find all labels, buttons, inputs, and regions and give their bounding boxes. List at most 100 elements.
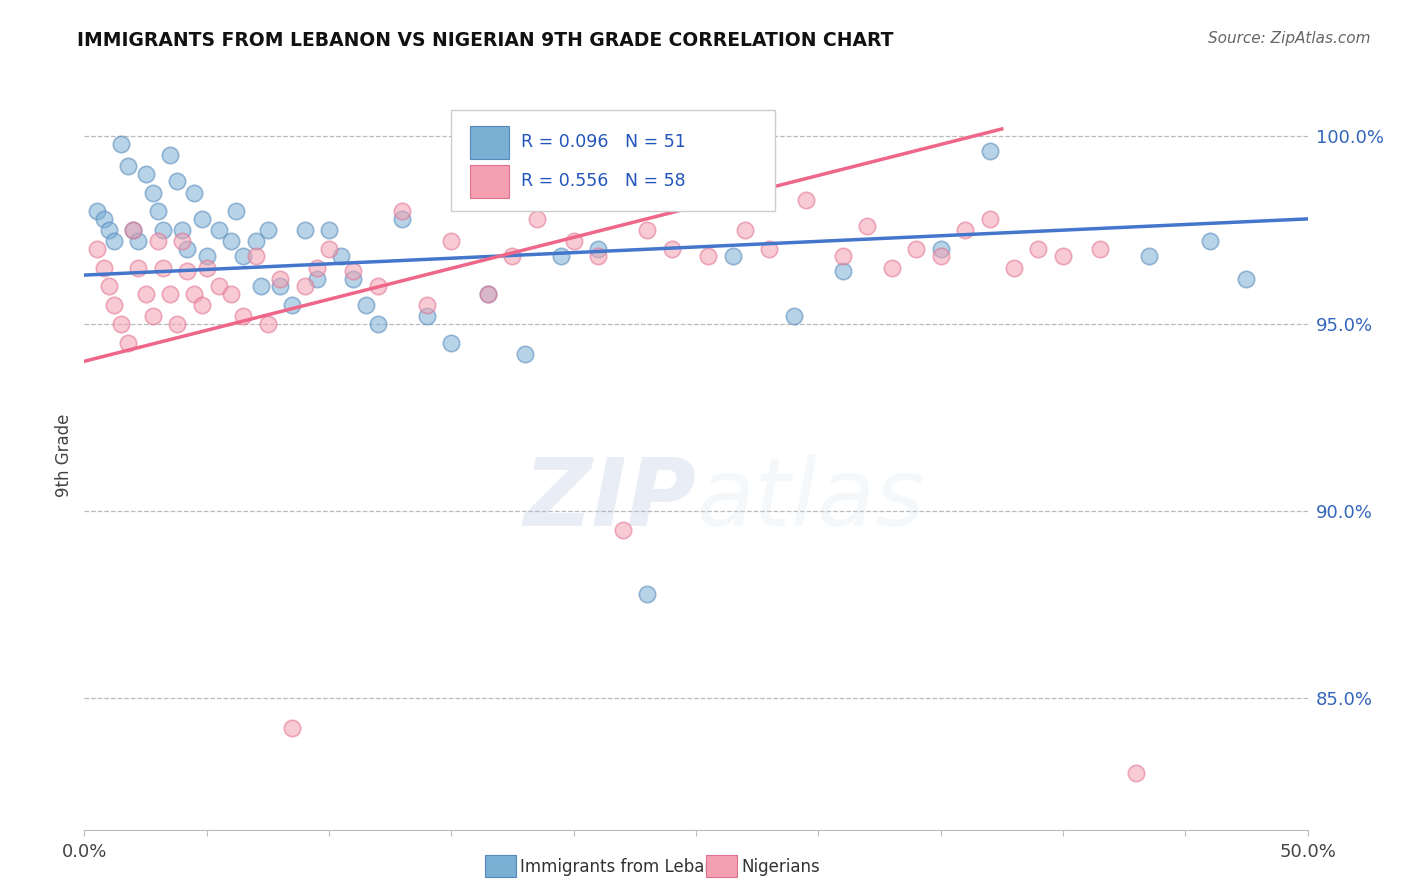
- Point: [294, 279, 316, 293]
- Point: [367, 279, 389, 293]
- Point: [1198, 235, 1220, 249]
- Point: [416, 298, 439, 312]
- Point: [905, 242, 928, 256]
- Point: [1137, 249, 1160, 263]
- Point: [305, 272, 328, 286]
- Point: [1236, 272, 1258, 286]
- Point: [416, 310, 439, 324]
- Point: [166, 317, 188, 331]
- Point: [176, 264, 198, 278]
- Point: [97, 279, 120, 293]
- Point: [110, 136, 132, 151]
- Point: [146, 204, 169, 219]
- Point: [152, 223, 174, 237]
- Point: [550, 249, 572, 263]
- Point: [856, 219, 879, 234]
- Point: [103, 298, 125, 312]
- Point: [257, 223, 280, 237]
- Point: [586, 242, 609, 256]
- Point: [330, 249, 353, 263]
- Point: [232, 249, 254, 263]
- Point: [183, 186, 205, 200]
- Point: [342, 272, 364, 286]
- Point: [440, 235, 463, 249]
- Point: [612, 523, 634, 537]
- FancyBboxPatch shape: [451, 111, 776, 211]
- Point: [318, 242, 340, 256]
- Point: [318, 223, 340, 237]
- Point: [831, 264, 853, 278]
- Text: Nigerians: Nigerians: [741, 858, 820, 876]
- Y-axis label: 9th Grade: 9th Grade: [55, 413, 73, 497]
- Point: [661, 242, 683, 256]
- Point: [257, 317, 280, 331]
- Point: [513, 347, 536, 361]
- Point: [281, 722, 304, 736]
- Point: [232, 310, 254, 324]
- Point: [391, 204, 413, 219]
- Text: IMMIGRANTS FROM LEBANON VS NIGERIAN 9TH GRADE CORRELATION CHART: IMMIGRANTS FROM LEBANON VS NIGERIAN 9TH …: [77, 31, 894, 50]
- Point: [146, 235, 169, 249]
- Point: [794, 193, 817, 207]
- Point: [477, 286, 499, 301]
- Point: [281, 298, 304, 312]
- Point: [142, 186, 165, 200]
- Point: [1052, 249, 1074, 263]
- Point: [636, 223, 658, 237]
- Text: atlas: atlas: [696, 454, 924, 545]
- Point: [142, 310, 165, 324]
- Point: [86, 204, 108, 219]
- Point: [1002, 260, 1025, 275]
- Point: [122, 223, 145, 237]
- Point: [586, 249, 609, 263]
- Point: [526, 211, 548, 226]
- Point: [269, 272, 291, 286]
- Point: [1125, 766, 1147, 780]
- Point: [1088, 242, 1111, 256]
- Point: [354, 298, 377, 312]
- Text: Source: ZipAtlas.com: Source: ZipAtlas.com: [1208, 31, 1371, 46]
- Text: ZIP: ZIP: [523, 454, 696, 546]
- Point: [294, 223, 316, 237]
- Point: [93, 260, 115, 275]
- Point: [135, 167, 157, 181]
- Point: [219, 286, 242, 301]
- Point: [166, 174, 188, 188]
- Point: [176, 242, 198, 256]
- Point: [367, 317, 389, 331]
- Point: [225, 204, 247, 219]
- Point: [127, 260, 149, 275]
- Point: [195, 260, 218, 275]
- Point: [953, 223, 976, 237]
- Point: [159, 148, 181, 162]
- Point: [191, 298, 214, 312]
- Point: [502, 249, 524, 263]
- Point: [195, 249, 218, 263]
- Point: [127, 235, 149, 249]
- Point: [305, 260, 328, 275]
- Point: [929, 249, 952, 263]
- Point: [152, 260, 174, 275]
- Text: Immigrants from Lebanon: Immigrants from Lebanon: [520, 858, 735, 876]
- Point: [979, 211, 1001, 226]
- Point: [219, 235, 242, 249]
- Point: [135, 286, 157, 301]
- Point: [183, 286, 205, 301]
- Point: [880, 260, 903, 275]
- Point: [245, 249, 267, 263]
- Point: [440, 335, 463, 350]
- Point: [172, 223, 194, 237]
- Point: [477, 286, 499, 301]
- Text: R = 0.096   N = 51: R = 0.096 N = 51: [522, 134, 686, 152]
- Point: [1028, 242, 1050, 256]
- Point: [97, 223, 120, 237]
- Point: [208, 223, 231, 237]
- Point: [103, 235, 125, 249]
- Point: [245, 235, 267, 249]
- Point: [391, 211, 413, 226]
- Point: [122, 223, 145, 237]
- FancyBboxPatch shape: [470, 126, 509, 159]
- Point: [562, 235, 585, 249]
- Point: [208, 279, 231, 293]
- Point: [172, 235, 194, 249]
